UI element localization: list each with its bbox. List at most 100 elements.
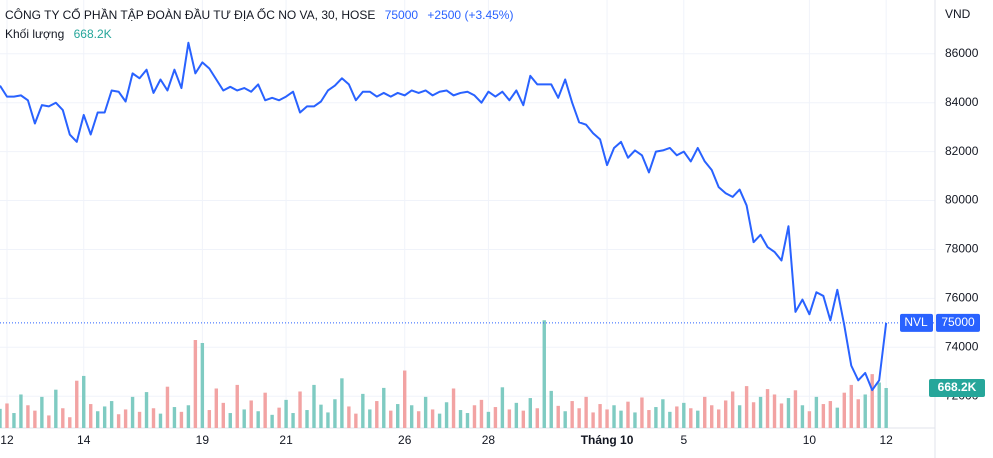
symbol-label: NVL [904,315,928,329]
volume-bar [54,389,58,428]
volume-bar [340,378,344,428]
volume-bar [123,409,128,428]
volume-bar [730,391,735,428]
volume-bar [870,374,874,428]
volume-bar [828,401,833,428]
volume-bar [877,382,881,428]
volume-bar [577,408,581,428]
volume-bar [716,409,721,428]
volume-bar [884,388,888,428]
volume-bar [158,413,163,428]
volume-bar [619,410,623,428]
volume-bar [758,396,763,428]
volume-bar [605,409,609,428]
volume-bar [710,405,714,428]
volume-bar [263,392,267,428]
volume-bar [82,375,86,428]
volume-bar [179,411,184,428]
volume-bar [458,410,463,428]
volume-bar [368,409,372,428]
chart-title: CÔNG TY CỔ PHẦN TẬP ĐOÀN ĐẦU TƯ ĐỊA ỐC N… [5,8,376,22]
volume-bar [214,388,219,428]
volume-bar [661,399,665,428]
volume-bar [40,396,44,428]
volume-bar [765,389,770,428]
volume-bar [200,342,205,428]
volume-bar [437,413,442,428]
y-tick-label: 80000 [945,193,979,207]
volume-bar [403,370,407,428]
volume-header: Khối lượng 668.2K [5,27,118,41]
volume-bar [33,410,37,428]
volume-bar [256,411,260,428]
volume-bar [270,414,274,428]
volume-bar [696,410,700,428]
volume-bar [549,390,553,428]
volume-bar [737,405,742,428]
y-tick-label: 74000 [945,339,979,353]
volume-bar [389,410,393,428]
volume-bar [479,399,484,428]
volume-bar [242,409,246,428]
x-tick-label: 21 [279,433,293,447]
volume-bar [807,411,812,428]
volume-bar [472,405,477,428]
y-tick-label: 76000 [945,291,979,305]
volume-bar [109,401,114,428]
volume-bar [451,388,456,428]
volume-bar [654,407,658,428]
volume-bar [333,399,337,428]
volume-axis-label: 668.2K [938,380,977,394]
x-tick-label: 14 [77,433,91,447]
volume-bar [668,411,672,428]
volume-bar [647,410,651,428]
volume-bar [591,412,595,428]
price-axis-label: 75000 [941,315,975,329]
volume-bar [744,386,749,428]
last-price: 75000 [384,8,419,22]
volume-bar [703,396,707,428]
x-tick-label: 5 [680,433,687,447]
price-change: +2500 (+3.45%) [427,8,514,22]
volume-bar [47,415,51,428]
volume-bar [772,394,777,428]
volume-bar [396,404,400,428]
volume-bar [542,320,546,428]
volume-bar [298,391,302,428]
volume-bar [612,405,616,428]
volume-bar [751,402,756,428]
volume-bar [779,403,784,428]
x-tick-label: 10 [803,433,817,447]
volume-bar [151,408,156,428]
y-tick-label: 84000 [945,95,979,109]
volume-bar [556,405,560,428]
volume-bar [507,409,512,428]
y-tick-label: 86000 [945,46,979,60]
volume-bar [528,398,532,428]
volume-bar [89,404,93,428]
header: CÔNG TY CỔ PHẦN TẬP ĐOÀN ĐẦU TƯ ĐỊA ỐC N… [5,8,519,22]
y-tick-label: 78000 [945,242,979,256]
volume-bar [465,413,470,428]
volume-bar [821,404,826,428]
volume-bar [75,380,79,428]
volume-bar [165,386,170,428]
volume-bar [849,384,853,428]
volume-bar [0,408,2,428]
volume-bar [584,396,588,428]
volume-bar [500,387,505,428]
volume-bar [793,390,798,428]
volume-bar [375,401,379,428]
y-tick-label: 82000 [945,144,979,158]
volume-bar [842,392,846,428]
volume-title: Khối lượng [5,27,65,41]
volume-bar [347,406,351,428]
volume-bar [382,387,386,428]
volume-bar [249,400,253,428]
volume-bar [326,412,330,428]
volume-bar [361,393,365,428]
volume-bar [416,411,421,428]
volume-bar [137,411,142,428]
